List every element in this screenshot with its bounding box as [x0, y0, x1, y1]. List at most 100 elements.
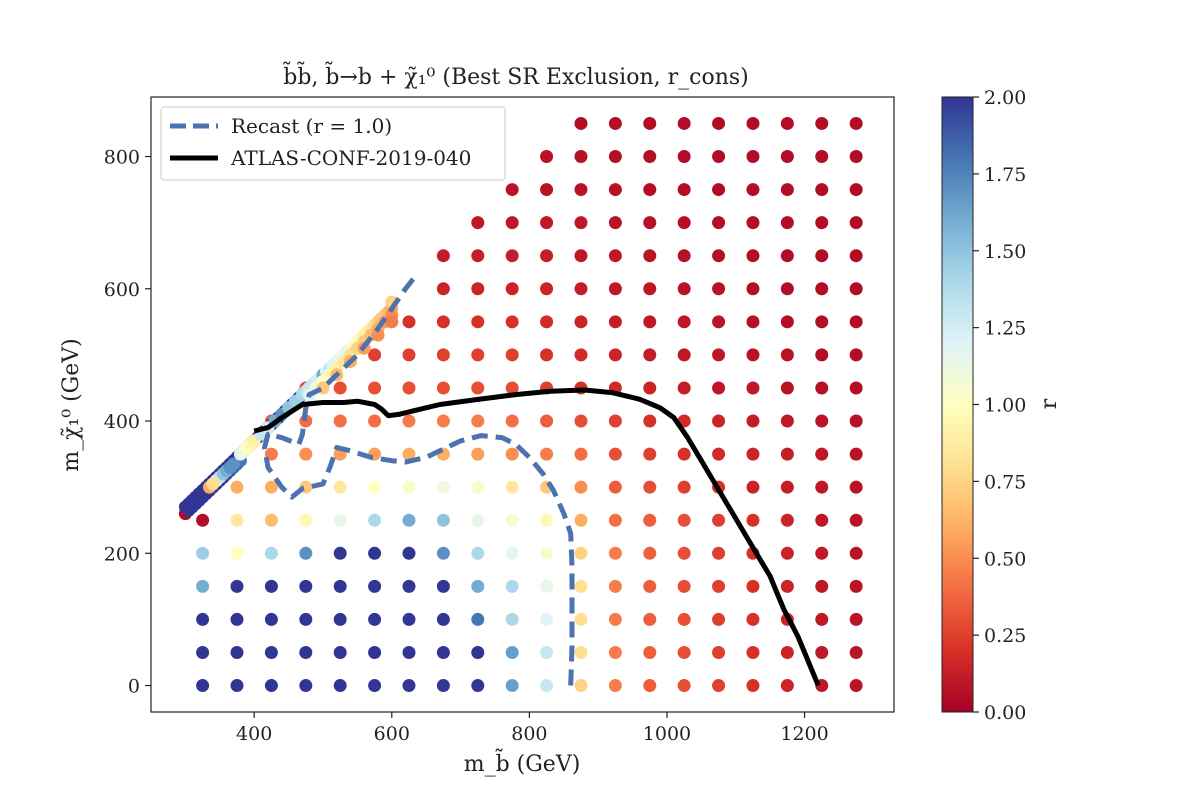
colorbar-tick-label: 1.25 — [984, 318, 1026, 340]
data-point — [780, 150, 794, 164]
data-point — [368, 513, 382, 527]
data-point — [712, 150, 726, 164]
data-point — [608, 447, 622, 461]
data-point — [677, 645, 691, 659]
data-point — [505, 282, 519, 296]
data-point — [196, 546, 210, 560]
data-point — [436, 579, 450, 593]
data-point — [608, 116, 622, 130]
data-point — [780, 579, 794, 593]
data-point — [196, 612, 210, 626]
data-point — [471, 513, 485, 527]
colorbar-gradient — [941, 96, 974, 713]
data-point — [574, 315, 588, 329]
data-point — [643, 150, 657, 164]
data-point — [574, 216, 588, 230]
data-point — [402, 546, 416, 560]
data-point — [196, 645, 210, 659]
data-point — [780, 546, 794, 560]
data-point — [540, 348, 554, 362]
data-point — [574, 546, 588, 560]
data-point — [402, 612, 416, 626]
data-point — [746, 513, 760, 527]
data-point — [574, 645, 588, 659]
data-point — [746, 183, 760, 197]
data-point — [505, 679, 519, 693]
data-point — [368, 645, 382, 659]
data-point — [505, 249, 519, 263]
data-point — [746, 645, 760, 659]
data-point — [230, 480, 244, 494]
data-point — [677, 612, 691, 626]
data-point — [540, 315, 554, 329]
data-point — [540, 183, 554, 197]
data-point — [815, 414, 829, 428]
data-point — [540, 612, 554, 626]
data-point — [436, 381, 450, 395]
data-point — [402, 513, 416, 527]
data-point — [230, 679, 244, 693]
data-point — [540, 679, 554, 693]
data-point — [333, 579, 347, 593]
data-point — [574, 480, 588, 494]
data-point — [849, 116, 863, 130]
data-point — [436, 679, 450, 693]
data-point — [608, 579, 622, 593]
colorbar-tick-label: 1.00 — [984, 395, 1026, 417]
x-tick-label: 600 — [374, 723, 410, 745]
data-point — [299, 612, 313, 626]
data-point — [746, 414, 760, 428]
data-point — [505, 183, 519, 197]
data-point — [677, 447, 691, 461]
atlas-contour-line — [253, 387, 821, 687]
data-point — [815, 480, 829, 494]
legend-atlas-label: ATLAS-CONF-2019-040 — [230, 146, 471, 170]
data-point — [264, 546, 278, 560]
data-point — [780, 216, 794, 230]
data-point — [746, 315, 760, 329]
data-point — [436, 249, 450, 263]
data-point — [608, 414, 622, 428]
data-point — [712, 315, 726, 329]
y-axis-label: m_χ̃₁⁰ (GeV) — [59, 338, 84, 471]
data-point — [677, 150, 691, 164]
colorbar-tick-label: 2.00 — [984, 87, 1026, 109]
data-point — [849, 612, 863, 626]
x-tick-label: 1000 — [643, 723, 691, 745]
data-point — [746, 116, 760, 130]
data-point — [677, 513, 691, 527]
data-point — [574, 183, 588, 197]
data-point — [712, 183, 726, 197]
data-point — [540, 513, 554, 527]
data-point — [196, 679, 210, 693]
data-point — [471, 249, 485, 263]
data-point — [780, 249, 794, 263]
data-point — [540, 216, 554, 230]
data-point — [712, 282, 726, 296]
data-point — [849, 150, 863, 164]
data-point — [402, 315, 416, 329]
data-point — [643, 546, 657, 560]
data-point — [540, 447, 554, 461]
data-point — [677, 116, 691, 130]
data-point — [746, 579, 760, 593]
data-point — [368, 414, 382, 428]
data-point — [608, 282, 622, 296]
data-point — [574, 579, 588, 593]
y-tick-label: 0 — [128, 676, 140, 698]
data-point — [780, 414, 794, 428]
data-point — [436, 645, 450, 659]
data-point — [371, 328, 385, 342]
data-point — [540, 414, 554, 428]
data-point — [677, 282, 691, 296]
y-tick-label: 800 — [104, 147, 140, 169]
data-point — [505, 348, 519, 362]
data-point — [849, 348, 863, 362]
data-point — [849, 679, 863, 693]
data-point — [677, 216, 691, 230]
data-point — [677, 381, 691, 395]
data-point — [540, 282, 554, 296]
data-point — [333, 513, 347, 527]
data-point — [815, 579, 829, 593]
colorbar-tick-label: 0.25 — [984, 625, 1026, 647]
